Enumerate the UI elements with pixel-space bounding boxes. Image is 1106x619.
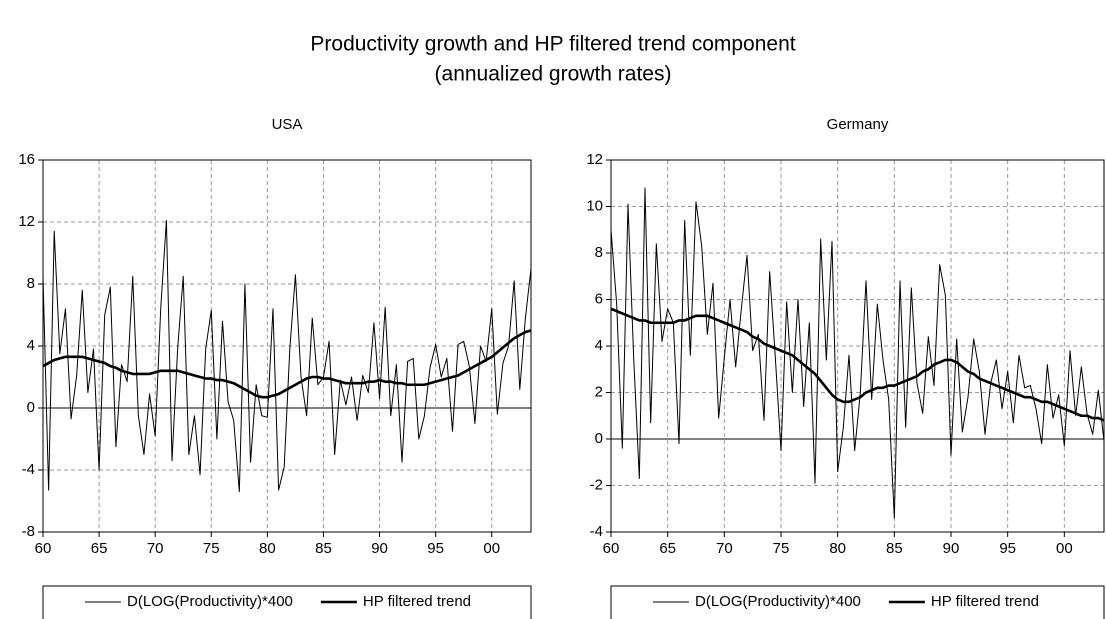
y-tick-label: -8 [22, 523, 35, 540]
x-tick-label: 65 [91, 540, 108, 557]
figure-title: Productivity growth and HP filtered tren… [310, 33, 795, 56]
x-tick-label: 65 [659, 540, 676, 557]
x-tick-label: 60 [603, 540, 620, 557]
y-tick-label: 8 [27, 275, 35, 292]
y-tick-label: 2 [595, 383, 603, 400]
plot-frame [610, 159, 1105, 533]
panel: Germany -4 -2 0 2 4 6 8 10 12 60 65 70 75 80 85 90 95 00 D(… [586, 116, 1105, 619]
y-tick-label: 16 [18, 151, 35, 168]
legend-label: D(LOG(Productivity)*400 [695, 593, 861, 610]
x-tick-label: 70 [716, 540, 733, 557]
x-tick-label: 00 [1056, 540, 1073, 557]
panel: USA -8 -4 0 4 8 12 16 60 65 70 75 80 85 90 95 00 D(LOG(Pr… [18, 116, 532, 619]
x-tick-label: 95 [427, 540, 444, 557]
x-tick-label: 85 [315, 540, 332, 557]
legend-label: HP filtered trend [931, 593, 1039, 610]
x-tick-label: 60 [35, 540, 52, 557]
x-tick-label: 95 [999, 540, 1016, 557]
legend-label: D(LOG(Productivity)*400 [127, 593, 293, 610]
panel-title: USA [272, 116, 303, 133]
y-tick-label: 8 [595, 244, 603, 261]
x-tick-label: 00 [483, 540, 500, 557]
y-tick-label: 10 [586, 197, 603, 214]
y-tick-label: -4 [590, 523, 603, 540]
x-tick-label: 85 [886, 540, 903, 557]
legend-label: HP filtered trend [363, 593, 471, 610]
y-tick-label: 4 [27, 337, 35, 354]
y-tick-label: -2 [590, 476, 603, 493]
x-tick-label: 80 [829, 540, 846, 557]
series-line [611, 307, 1104, 422]
x-tick-label: 90 [371, 540, 388, 557]
figure-subtitle: (annualized growth rates) [435, 63, 672, 86]
x-tick-label: 90 [943, 540, 960, 557]
series-line [43, 219, 531, 493]
y-tick-label: 4 [595, 337, 603, 354]
y-tick-label: 12 [18, 213, 35, 230]
x-tick-label: 75 [203, 540, 220, 557]
x-tick-label: 80 [259, 540, 276, 557]
series-group [611, 187, 1104, 519]
legend-box [42, 585, 532, 619]
panel-title: Germany [827, 116, 889, 133]
x-tick-label: 70 [147, 540, 164, 557]
series-line [611, 187, 1104, 519]
y-tick-label: 0 [595, 430, 603, 447]
y-tick-label: 6 [595, 290, 603, 307]
y-tick-label: 12 [586, 151, 603, 168]
series-group [43, 219, 531, 493]
y-tick-label: 0 [27, 399, 35, 416]
plot-frame [42, 159, 532, 533]
series-line [43, 329, 531, 399]
x-tick-label: 75 [773, 540, 790, 557]
y-tick-label: -4 [22, 461, 35, 478]
legend-box [610, 585, 1105, 619]
